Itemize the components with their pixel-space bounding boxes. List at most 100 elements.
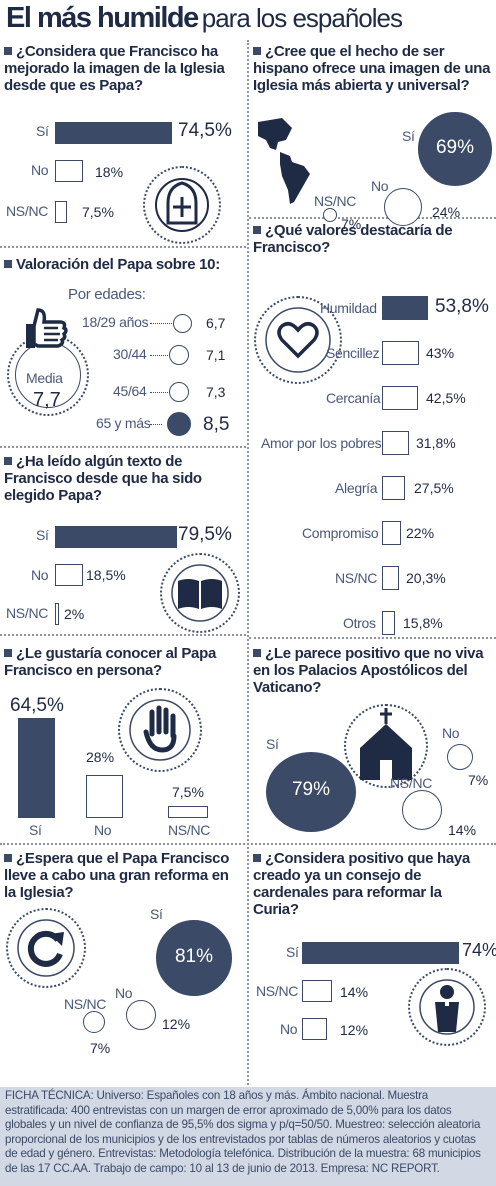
category-label: Alegría bbox=[335, 480, 378, 496]
bubble bbox=[418, 112, 492, 186]
chart-title: ¿Le gustaría conocer al Papa Francisco e… bbox=[4, 645, 217, 679]
bar bbox=[55, 122, 172, 144]
bar bbox=[55, 201, 67, 223]
category-label: Compromiso bbox=[302, 525, 379, 541]
category-label: NS/NC bbox=[314, 193, 357, 209]
section-divider bbox=[249, 637, 496, 639]
bar bbox=[55, 526, 177, 548]
category-label: Otros bbox=[343, 615, 376, 631]
category-label: Sí bbox=[36, 123, 49, 139]
category-label: NS/NC bbox=[6, 605, 49, 621]
bubble bbox=[83, 1011, 105, 1033]
leader-line bbox=[150, 355, 170, 356]
bar bbox=[382, 431, 410, 455]
category-label: No bbox=[280, 1021, 298, 1037]
refresh-arrow-icon bbox=[16, 918, 76, 978]
bar bbox=[382, 566, 400, 590]
category-label: No bbox=[31, 567, 49, 583]
bar bbox=[382, 611, 396, 635]
category-label: No bbox=[31, 162, 49, 178]
title-light: para los españoles bbox=[201, 3, 403, 33]
category-label: Sí bbox=[150, 906, 163, 922]
priest-icon bbox=[418, 978, 476, 1036]
category-label: Amor por los pobres bbox=[261, 435, 382, 451]
value-label: 22% bbox=[406, 525, 435, 541]
category-label: Sí bbox=[402, 128, 415, 144]
value-label: 81% bbox=[174, 946, 214, 967]
value-label: 79% bbox=[291, 779, 331, 800]
category-label: No bbox=[442, 725, 460, 741]
value-label: 18,5% bbox=[86, 567, 126, 583]
icon-ring bbox=[160, 553, 240, 633]
category-label: Humildad bbox=[320, 300, 377, 316]
americas-map-icon bbox=[252, 118, 330, 206]
category-label: 30/44 bbox=[113, 346, 147, 362]
mitre-icon bbox=[154, 177, 210, 233]
value-label: 7% bbox=[468, 772, 489, 788]
value-label: 8,5 bbox=[203, 414, 230, 435]
section-divider bbox=[0, 446, 246, 448]
category-label: No bbox=[115, 985, 133, 1001]
section-divider bbox=[249, 217, 496, 219]
thumbs-up-icon bbox=[24, 308, 68, 352]
value-label: 18% bbox=[95, 164, 124, 180]
value-label: 43% bbox=[426, 345, 455, 361]
value-label: 27,5% bbox=[414, 480, 454, 496]
bubble bbox=[384, 188, 422, 226]
category-label: NS/NC bbox=[6, 203, 49, 219]
technical-notes: FICHA TÉCNICA: Universo: Españoles con 1… bbox=[0, 1087, 496, 1186]
category-label: Sí bbox=[29, 822, 42, 838]
category-label: NS/NC bbox=[256, 983, 299, 999]
dot bbox=[167, 412, 191, 436]
value-label: 7% bbox=[90, 1040, 111, 1056]
icon-ring bbox=[143, 166, 221, 244]
leader-line bbox=[150, 323, 172, 324]
bar bbox=[302, 1018, 328, 1040]
category-label: Cercanía bbox=[326, 390, 381, 406]
bubble bbox=[402, 790, 442, 830]
chart-title: ¿Espera que el Papa Francisco lleve a ca… bbox=[4, 850, 230, 901]
icon-ring bbox=[6, 908, 86, 988]
bubble bbox=[447, 744, 473, 770]
bubble bbox=[266, 752, 356, 832]
section-divider bbox=[0, 634, 246, 636]
value-label: 79,5% bbox=[178, 524, 232, 545]
value-label: 7,3 bbox=[206, 384, 226, 400]
dot bbox=[172, 313, 192, 333]
bar bbox=[302, 942, 459, 964]
chart-title: ¿Considera positivo que haya creado ya u… bbox=[253, 850, 470, 918]
column-divider bbox=[247, 40, 249, 1085]
average-value: 7,7 bbox=[33, 389, 61, 411]
value-label: 7,5% bbox=[82, 204, 114, 220]
chart-title: ¿Cree que el hecho de ser hispano ofrece… bbox=[253, 43, 491, 94]
value-label: 6,7 bbox=[206, 315, 226, 331]
icon-ring bbox=[254, 296, 342, 384]
raised-hand-icon bbox=[128, 698, 192, 762]
vbar bbox=[18, 718, 55, 818]
icon-ring bbox=[118, 688, 202, 772]
value-label: 28% bbox=[86, 749, 115, 765]
chart-title: ¿Considera que Francisco ha mejorado la … bbox=[4, 43, 225, 94]
vbar bbox=[86, 774, 123, 818]
chart-title: ¿Ha leído algún texto de Francisco desde… bbox=[4, 453, 202, 504]
value-label: 74% bbox=[462, 940, 496, 960]
category-label: No bbox=[371, 178, 389, 194]
icon-ring bbox=[408, 968, 486, 1046]
average-label: Media bbox=[26, 370, 63, 386]
value-label: 69% bbox=[435, 137, 475, 158]
category-label: Sí bbox=[36, 527, 49, 543]
dot bbox=[169, 345, 189, 365]
value-label: 53,8% bbox=[435, 296, 489, 317]
leader-line bbox=[150, 392, 168, 393]
value-label: 7,5% bbox=[172, 784, 204, 800]
bar bbox=[382, 521, 401, 545]
value-label: 12% bbox=[340, 1022, 369, 1038]
chart-subtitle: Por edades: bbox=[68, 286, 146, 303]
value-label: 20,3% bbox=[406, 570, 446, 586]
technical-notes-text: FICHA TÉCNICA: Universo: Españoles con 1… bbox=[5, 1089, 481, 1175]
category-label: Sencillez bbox=[326, 345, 380, 361]
bar bbox=[382, 476, 406, 500]
value-label: 14% bbox=[340, 984, 369, 1000]
value-label: 2% bbox=[64, 606, 85, 622]
leader-line bbox=[150, 424, 162, 425]
